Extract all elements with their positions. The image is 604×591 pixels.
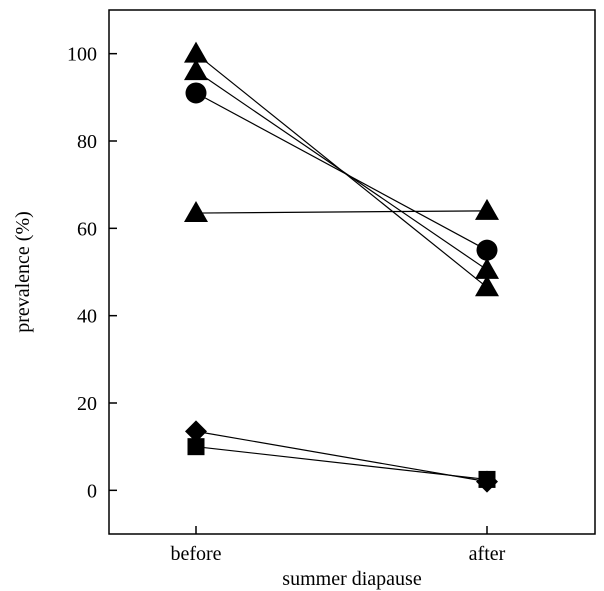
data-point-triangle-4-after bbox=[475, 198, 499, 220]
x-tick-label-after: after bbox=[469, 543, 506, 565]
y-axis-ticks: 0 20 40 60 80 100 bbox=[67, 44, 117, 502]
data-point-diamond-5-before bbox=[185, 420, 207, 443]
y-tick-label: 80 bbox=[77, 131, 97, 153]
data-point-square-6-before bbox=[187, 438, 205, 456]
data-point-square-6-after bbox=[478, 470, 496, 488]
y-tick-label: 40 bbox=[77, 306, 97, 328]
series-line-3 bbox=[195, 92, 488, 251]
series-line-4 bbox=[195, 210, 488, 214]
series-line-5 bbox=[195, 430, 488, 483]
data-point-circle-3-before bbox=[185, 82, 207, 104]
x-tick-label-before: before bbox=[170, 543, 221, 565]
y-axis-label: prevalence (%) bbox=[12, 211, 34, 333]
series-line-6 bbox=[195, 446, 488, 481]
data-point-triangle-2-before bbox=[184, 59, 208, 81]
x-axis-label: summer diapause bbox=[282, 568, 422, 590]
data-point-triangle-1-before bbox=[184, 41, 208, 63]
y-tick-label: 100 bbox=[67, 44, 97, 66]
series-line-2 bbox=[195, 70, 488, 271]
data-point-triangle-4-before bbox=[184, 201, 208, 223]
data-point-triangle-1-after bbox=[475, 275, 499, 297]
plot-frame bbox=[108, 9, 596, 535]
series-markers bbox=[184, 41, 499, 493]
data-point-circle-3-after bbox=[476, 239, 498, 261]
x-axis-ticks: before after bbox=[170, 526, 506, 565]
data-point-triangle-2-after bbox=[475, 257, 499, 279]
y-tick-label: 0 bbox=[87, 480, 97, 502]
y-tick-label: 20 bbox=[77, 393, 97, 415]
y-tick-label: 60 bbox=[77, 218, 97, 240]
series-lines bbox=[195, 53, 488, 483]
